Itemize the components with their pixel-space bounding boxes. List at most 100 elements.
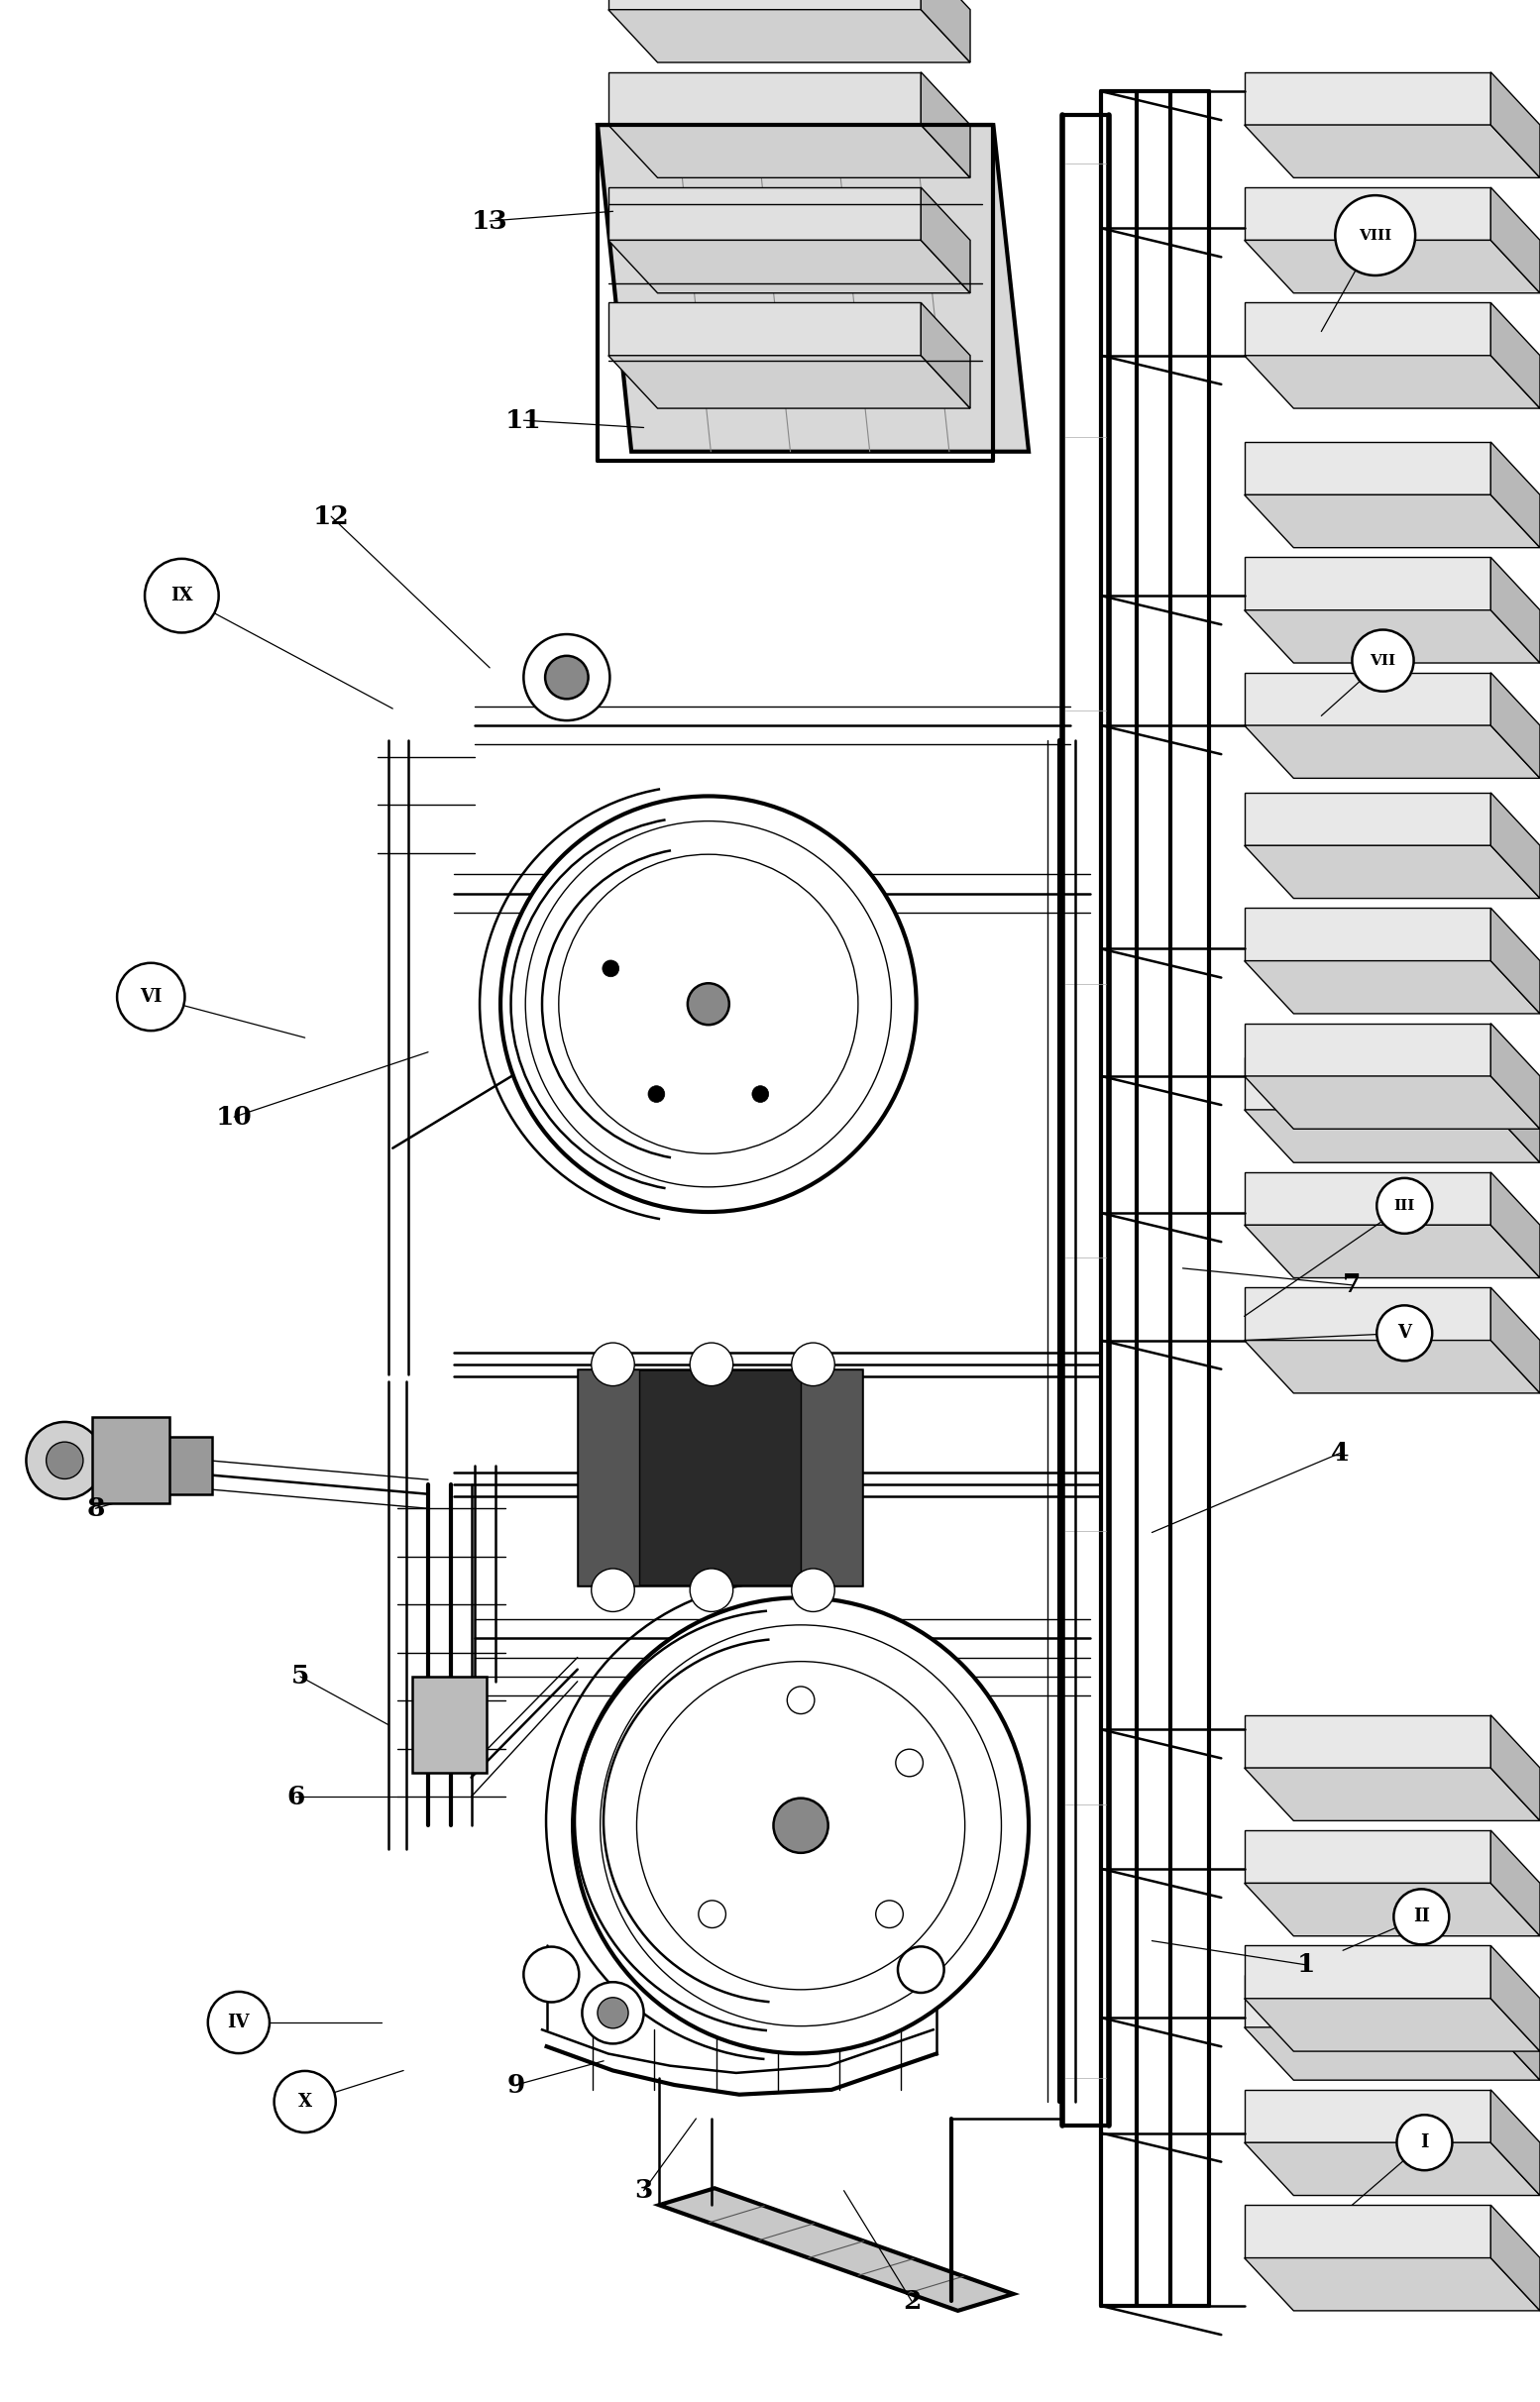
Polygon shape bbox=[1244, 1287, 1491, 1340]
Polygon shape bbox=[1244, 846, 1540, 898]
Polygon shape bbox=[1244, 187, 1491, 240]
Polygon shape bbox=[1244, 1946, 1491, 1998]
Text: 11: 11 bbox=[505, 408, 542, 432]
Polygon shape bbox=[1244, 1110, 1540, 1163]
Circle shape bbox=[26, 1422, 103, 1499]
Circle shape bbox=[699, 1900, 725, 1929]
Polygon shape bbox=[1244, 1715, 1491, 1768]
Polygon shape bbox=[608, 303, 921, 355]
Text: 3: 3 bbox=[634, 2179, 653, 2203]
Text: IX: IX bbox=[171, 586, 192, 605]
Polygon shape bbox=[1491, 793, 1540, 898]
Polygon shape bbox=[921, 0, 970, 62]
Polygon shape bbox=[1244, 673, 1491, 725]
Circle shape bbox=[602, 961, 619, 978]
Text: 10: 10 bbox=[216, 1105, 253, 1129]
Polygon shape bbox=[413, 1677, 487, 1773]
Text: 12: 12 bbox=[313, 504, 350, 528]
Text: VII: VII bbox=[1371, 653, 1395, 668]
Polygon shape bbox=[1491, 1172, 1540, 1278]
Polygon shape bbox=[1244, 355, 1540, 408]
Polygon shape bbox=[1244, 793, 1491, 846]
Circle shape bbox=[1352, 629, 1414, 692]
Polygon shape bbox=[659, 2188, 1013, 2311]
Polygon shape bbox=[1491, 1023, 1540, 1129]
Text: III: III bbox=[1394, 1199, 1415, 1213]
Polygon shape bbox=[1244, 240, 1540, 293]
Circle shape bbox=[208, 1991, 270, 2054]
Circle shape bbox=[896, 1749, 922, 1777]
Text: VIII: VIII bbox=[1358, 228, 1392, 243]
Text: 6: 6 bbox=[286, 1785, 305, 1809]
Polygon shape bbox=[1491, 442, 1540, 548]
Circle shape bbox=[1377, 1304, 1432, 1362]
Polygon shape bbox=[1491, 2090, 1540, 2195]
Polygon shape bbox=[1244, 495, 1540, 548]
Polygon shape bbox=[608, 240, 970, 293]
Text: IV: IV bbox=[228, 2013, 249, 2032]
Circle shape bbox=[1394, 1888, 1449, 1946]
Polygon shape bbox=[1244, 1057, 1491, 1110]
Circle shape bbox=[1335, 195, 1415, 276]
Polygon shape bbox=[801, 1369, 862, 1585]
Polygon shape bbox=[921, 72, 970, 178]
Text: 5: 5 bbox=[291, 1665, 310, 1689]
Polygon shape bbox=[92, 1417, 169, 1504]
Polygon shape bbox=[1491, 187, 1540, 293]
Circle shape bbox=[687, 982, 730, 1026]
Polygon shape bbox=[608, 125, 970, 178]
Polygon shape bbox=[1244, 1340, 1540, 1393]
Polygon shape bbox=[578, 1369, 639, 1585]
Circle shape bbox=[524, 634, 610, 721]
Polygon shape bbox=[608, 72, 921, 125]
Polygon shape bbox=[1244, 2143, 1540, 2195]
Circle shape bbox=[792, 1569, 835, 1612]
Polygon shape bbox=[1491, 1946, 1540, 2051]
Polygon shape bbox=[598, 125, 1029, 452]
Text: 7: 7 bbox=[1343, 1273, 1361, 1297]
Polygon shape bbox=[1244, 1225, 1540, 1278]
Polygon shape bbox=[608, 10, 970, 62]
Polygon shape bbox=[1244, 125, 1540, 178]
Polygon shape bbox=[1244, 961, 1540, 1014]
Polygon shape bbox=[1491, 303, 1540, 408]
Polygon shape bbox=[1244, 557, 1491, 610]
Circle shape bbox=[690, 1569, 733, 1612]
Text: 1: 1 bbox=[1297, 1953, 1315, 1977]
Polygon shape bbox=[1244, 72, 1491, 125]
Text: I: I bbox=[1420, 2133, 1429, 2152]
Polygon shape bbox=[921, 187, 970, 293]
Circle shape bbox=[524, 1946, 579, 2003]
Circle shape bbox=[690, 1343, 733, 1386]
Text: X: X bbox=[297, 2092, 313, 2111]
Polygon shape bbox=[1491, 1057, 1540, 1163]
Polygon shape bbox=[1244, 2205, 1491, 2258]
Circle shape bbox=[1397, 2114, 1452, 2171]
Polygon shape bbox=[1491, 673, 1540, 778]
Polygon shape bbox=[1244, 1768, 1540, 1821]
Circle shape bbox=[545, 656, 588, 699]
Polygon shape bbox=[1244, 1172, 1491, 1225]
Circle shape bbox=[752, 1086, 768, 1103]
Circle shape bbox=[117, 963, 185, 1030]
Text: II: II bbox=[1414, 1907, 1429, 1926]
Circle shape bbox=[1377, 1177, 1432, 1235]
Polygon shape bbox=[1491, 1715, 1540, 1821]
Polygon shape bbox=[608, 0, 921, 10]
Circle shape bbox=[573, 1597, 1029, 2054]
Polygon shape bbox=[1244, 2027, 1540, 2080]
Text: 2: 2 bbox=[902, 2289, 921, 2313]
Circle shape bbox=[46, 1441, 83, 1480]
Circle shape bbox=[145, 560, 219, 632]
Polygon shape bbox=[1244, 1883, 1540, 1936]
Circle shape bbox=[876, 1900, 902, 1929]
Circle shape bbox=[598, 1998, 628, 2027]
Polygon shape bbox=[1244, 725, 1540, 778]
Circle shape bbox=[773, 1799, 829, 1852]
Polygon shape bbox=[1491, 1830, 1540, 1936]
Polygon shape bbox=[1244, 1974, 1491, 2027]
Polygon shape bbox=[608, 187, 921, 240]
Polygon shape bbox=[1244, 1023, 1491, 1076]
Polygon shape bbox=[1244, 1830, 1491, 1883]
Circle shape bbox=[792, 1343, 835, 1386]
